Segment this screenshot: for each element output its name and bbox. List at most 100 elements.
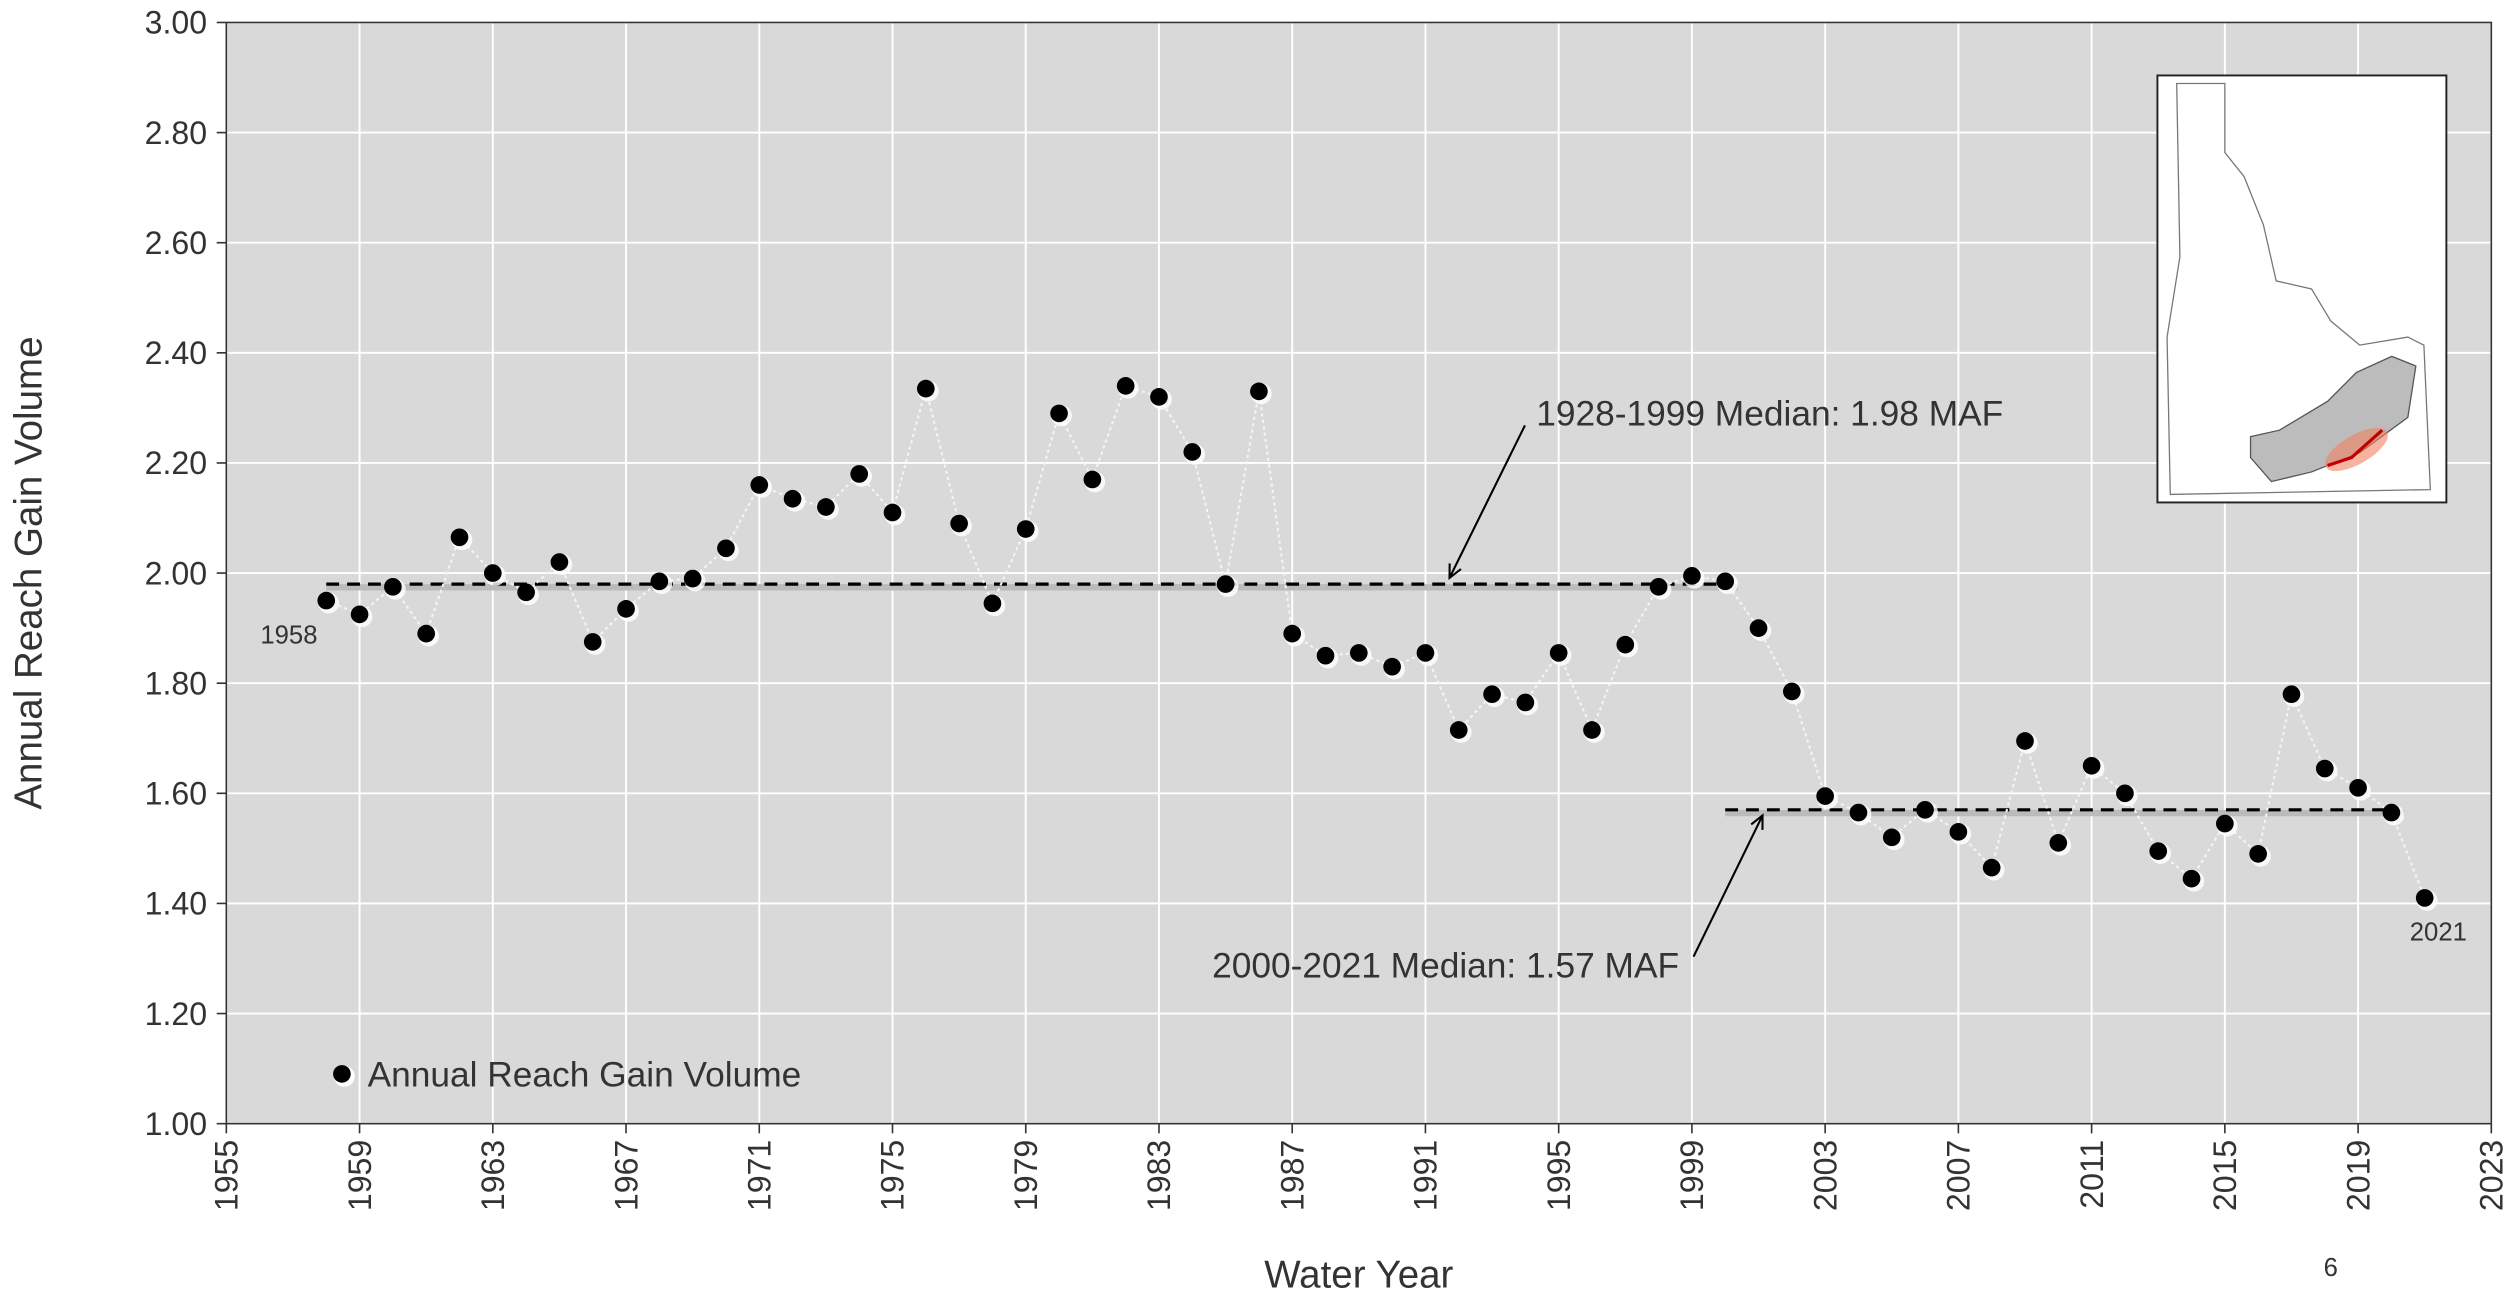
point [417, 624, 436, 643]
point [2149, 842, 2168, 860]
point [1183, 443, 1202, 461]
point [817, 498, 835, 516]
x-tick-label: 1971 [742, 1140, 778, 1211]
point [2315, 759, 2334, 778]
point [517, 583, 535, 602]
y-tick-label: 1.80 [145, 665, 207, 701]
point [2116, 784, 2134, 803]
map-river [2327, 429, 2384, 468]
point [1216, 575, 1235, 593]
point [1283, 624, 1302, 643]
x-tick-label: 1999 [1674, 1140, 1710, 1211]
y-axis-label: Annual Reach Gain Volume [8, 336, 51, 809]
point [717, 539, 735, 558]
arrow-head [1750, 813, 1764, 830]
x-tick-label: 2023 [2474, 1140, 2510, 1211]
point [1949, 823, 1968, 841]
legend-marker [333, 1065, 351, 1083]
point [950, 514, 968, 533]
point [2216, 814, 2234, 833]
point [450, 528, 469, 547]
point [2282, 685, 2301, 704]
x-tick-label: 1975 [875, 1140, 911, 1211]
point [2382, 803, 2401, 822]
x-tick-label: 1983 [1141, 1140, 1177, 1211]
point [1250, 382, 1268, 401]
x-tick-label: 2007 [1941, 1140, 1977, 1211]
point [1649, 578, 1668, 596]
arrow [1692, 815, 1764, 958]
point [317, 591, 336, 610]
point [1816, 787, 1834, 805]
point [916, 379, 935, 398]
x-tick-label: 2015 [2207, 1140, 2243, 1211]
y-tick-label: 2.00 [145, 555, 207, 591]
point [1083, 470, 1102, 489]
point [1683, 566, 1701, 585]
point-annotation: 1958 [260, 622, 317, 650]
y-tick-label: 1.20 [145, 996, 207, 1032]
x-tick-label: 1959 [342, 1140, 378, 1211]
y-tick-label: 2.20 [145, 445, 207, 481]
x-tick-label: 1963 [475, 1140, 511, 1211]
point [1483, 685, 1501, 704]
point [1749, 619, 1768, 637]
point [1050, 404, 1068, 423]
point [850, 465, 869, 483]
point [2249, 845, 2267, 863]
point [1316, 646, 1335, 665]
point [550, 553, 569, 571]
y-tick-label: 2.40 [145, 335, 207, 371]
point [1849, 803, 1868, 822]
median-label: 2000-2021 Median: 1.57 MAF [1212, 947, 1679, 986]
point [1449, 721, 1468, 739]
point [617, 600, 635, 618]
x-tick-label: 1979 [1008, 1140, 1044, 1211]
point [650, 572, 669, 591]
y-tick-label: 1.40 [145, 886, 207, 922]
point-annotation: 2021 [2410, 919, 2467, 947]
y-tick-label: 3.00 [145, 5, 207, 41]
point [883, 503, 902, 522]
point [1982, 858, 2001, 877]
x-tick-label: 2003 [1807, 1140, 1843, 1211]
point [1016, 520, 1035, 538]
x-tick-label: 1955 [209, 1140, 245, 1211]
x-tick-label: 1995 [1541, 1140, 1577, 1211]
point [2082, 756, 2101, 775]
point [1516, 693, 1535, 712]
x-tick-label: 2011 [2074, 1140, 2110, 1209]
point [1916, 800, 1934, 819]
point [1616, 635, 1635, 654]
point [1783, 682, 1801, 701]
marks [317, 377, 2438, 911]
point [2182, 869, 2201, 888]
point [384, 578, 402, 596]
point [1416, 644, 1435, 662]
x-axis-label: Water Year [1264, 1253, 1453, 1296]
median-label: 1928-1999 Median: 1.98 MAF [1536, 394, 2003, 433]
page-number: 6 [2324, 1254, 2338, 1282]
y-tick-label: 2.60 [145, 225, 207, 261]
point [1383, 657, 1401, 676]
point [983, 594, 1002, 613]
point [2016, 732, 2034, 750]
point [350, 605, 369, 624]
point [683, 569, 702, 588]
point [750, 476, 769, 494]
point [583, 633, 602, 651]
x-tick-label: 1967 [608, 1140, 644, 1211]
reference-lines [326, 582, 2405, 817]
point [2415, 889, 2434, 907]
map-inset [2156, 74, 2448, 504]
legend-label: Annual Reach Gain Volume [368, 1056, 802, 1095]
y-tick-label: 1.60 [145, 776, 207, 812]
point [2049, 834, 2068, 852]
point [1549, 644, 1568, 662]
map-basin [2249, 355, 2417, 483]
arrow-head [1448, 563, 1462, 581]
point [2349, 778, 2367, 797]
point [1116, 377, 1135, 395]
point [1150, 388, 1168, 406]
